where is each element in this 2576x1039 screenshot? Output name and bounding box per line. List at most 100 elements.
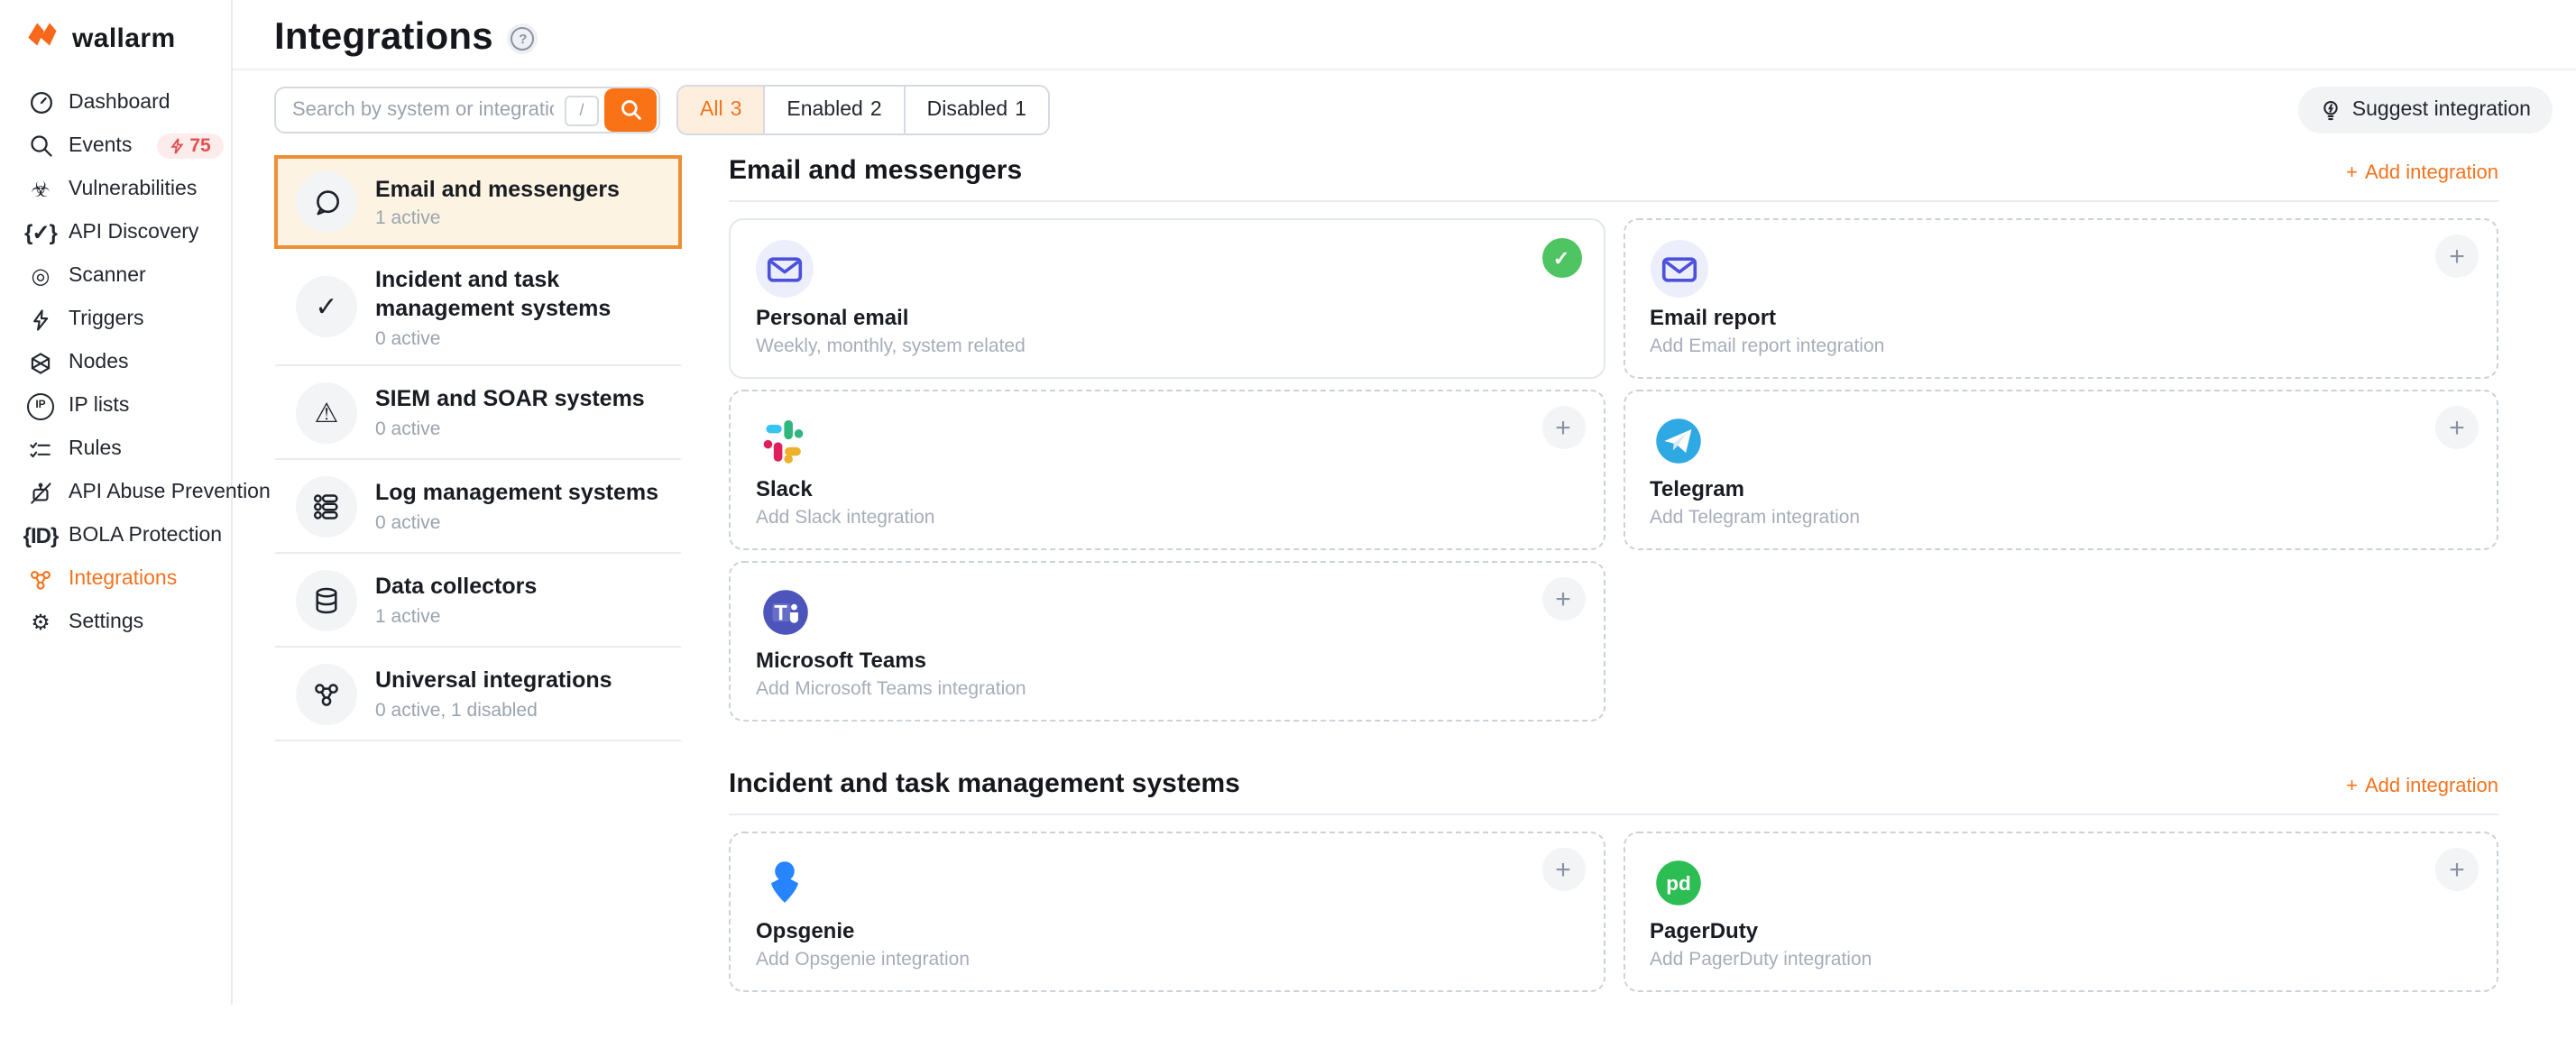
category-title: Log management systems xyxy=(375,480,658,506)
rules-checklist-icon xyxy=(27,436,54,463)
category-status: 0 active xyxy=(375,418,441,440)
category-log-management[interactable]: Log management systems 0 active xyxy=(274,459,682,553)
card-title: PagerDuty xyxy=(1650,918,1759,943)
section-divider xyxy=(729,814,2498,815)
category-siem-and-soar[interactable]: ⚠ SIEM and SOAR systems 0 active xyxy=(274,365,682,459)
sidebar-item-label: Integrations xyxy=(69,568,178,590)
sidebar-item-integrations[interactable]: Integrations xyxy=(0,557,231,601)
sidebar-item-ip-lists[interactable]: IP IP lists xyxy=(0,384,231,428)
database-icon xyxy=(296,569,357,630)
header-divider xyxy=(233,69,2576,70)
card-description: Add Microsoft Teams integration xyxy=(756,678,1026,700)
sidebar-item-label: Vulnerabilities xyxy=(69,179,198,200)
sidebar-item-events[interactable]: Events 75 xyxy=(0,124,231,168)
card-grid: + Opsgenie Add Opsgenie integration pd xyxy=(729,832,2498,992)
add-card-button[interactable]: + xyxy=(1541,406,1585,449)
add-integration-link[interactable]: + Add integration xyxy=(2346,162,2498,184)
category-title: Data collectors xyxy=(375,574,538,600)
category-status: 1 active xyxy=(375,207,441,230)
sidebar-item-label: Nodes xyxy=(69,352,129,373)
enabled-check-badge: ✓ xyxy=(1541,238,1581,278)
card-description: Add Email report integration xyxy=(1650,336,1885,357)
category-data-collectors[interactable]: Data collectors 1 active xyxy=(274,553,682,647)
add-card-button[interactable]: + xyxy=(1541,848,1585,891)
content: Email and messengers 1 active ✓ Incident… xyxy=(274,155,2553,1039)
card-opsgenie[interactable]: + Opsgenie Add Opsgenie integration xyxy=(729,832,1605,992)
dashboard-icon xyxy=(27,89,54,116)
search-input[interactable] xyxy=(276,99,565,121)
card-title: Microsoft Teams xyxy=(756,648,926,673)
bot-blocked-icon xyxy=(27,479,54,506)
card-email-report[interactable]: + Email report Add Email report integrat… xyxy=(1623,218,2498,379)
sidebar-item-api-discovery[interactable]: {✓} API Discovery xyxy=(0,211,231,254)
add-card-button[interactable]: + xyxy=(1541,577,1585,621)
sidebar-item-triggers[interactable]: Triggers xyxy=(0,298,231,341)
category-universal-integrations[interactable]: Universal integrations 0 active, 1 disab… xyxy=(274,647,682,740)
add-integration-link[interactable]: + Add integration xyxy=(2346,776,2498,797)
search-events-icon xyxy=(27,133,54,160)
card-description: Add Telegram integration xyxy=(1650,507,1861,529)
card-description: Add Slack integration xyxy=(756,507,935,529)
category-title: Incident and task management systems xyxy=(375,267,612,322)
warning-triangle-icon: ⚠ xyxy=(296,382,357,443)
sidebar-item-label: API Discovery xyxy=(69,222,199,244)
card-microsoft-teams[interactable]: T + Microsoft Teams Add Microsoft Teams … xyxy=(729,561,1605,722)
search-button[interactable] xyxy=(604,88,657,132)
suggest-integration-button[interactable]: Suggest integration xyxy=(2297,87,2553,133)
svg-text:T: T xyxy=(773,602,787,625)
events-count: 75 xyxy=(189,135,211,157)
card-telegram[interactable]: + Telegram Add Telegram integration xyxy=(1623,390,2498,550)
sidebar-item-api-abuse-prevention[interactable]: API Abuse Prevention xyxy=(0,471,271,514)
filter-tab-enabled[interactable]: Enabled 2 xyxy=(765,87,906,133)
events-count-badge: 75 xyxy=(157,133,224,159)
category-status: 0 active, 1 disabled xyxy=(375,699,538,722)
card-grid: ✓ Personal email Weekly, monthly, system… xyxy=(729,218,2498,722)
category-email-and-messengers[interactable]: Email and messengers 1 active xyxy=(274,155,682,249)
card-personal-email[interactable]: ✓ Personal email Weekly, monthly, system… xyxy=(729,218,1605,379)
sidebar-item-label: Events xyxy=(69,135,133,157)
sidebar-item-nodes[interactable]: Nodes xyxy=(0,341,231,384)
card-slack[interactable]: + Slack Add Slack integration xyxy=(729,390,1605,550)
app-root: wallarm Dashboard Events 75 ☣ Vulnerabil… xyxy=(0,0,2576,1005)
sidebar-item-scanner[interactable]: ◎ Scanner xyxy=(0,254,231,298)
add-card-button[interactable]: + xyxy=(2435,234,2479,278)
add-card-button[interactable]: + xyxy=(2435,406,2479,449)
microsoft-teams-logo: T xyxy=(756,583,814,640)
sidebar-item-dashboard[interactable]: Dashboard xyxy=(0,81,231,124)
add-card-button[interactable]: + xyxy=(2435,848,2479,891)
sidebar-item-rules[interactable]: Rules xyxy=(0,428,231,471)
section-email-and-messengers: Email and messengers + Add integration xyxy=(729,155,2498,722)
pagerduty-logo: pd xyxy=(1650,853,1707,911)
card-title: Telegram xyxy=(1650,476,1744,501)
category-status: 0 active xyxy=(375,511,441,534)
sidebar-item-bola-protection[interactable]: {ID} BOLA Protection xyxy=(0,514,231,557)
plus-icon: + xyxy=(2346,162,2358,184)
card-pagerduty[interactable]: pd + PagerDuty Add PagerDuty integration xyxy=(1623,832,2498,992)
sidebar-nav: Dashboard Events 75 ☣ Vulnerabilities {✓… xyxy=(0,81,271,644)
sidebar-item-settings[interactable]: ⚙ Settings xyxy=(0,601,231,644)
filter-tab-all[interactable]: All 3 xyxy=(678,87,766,133)
wallarm-logo[interactable]: wallarm xyxy=(0,18,231,81)
section-incident-and-task-management: Incident and task management systems + A… xyxy=(729,768,2498,992)
sidebar-item-label: IP lists xyxy=(69,395,130,417)
ip-lists-icon: IP xyxy=(27,392,54,419)
webhook-icon xyxy=(27,565,54,593)
card-description: Add PagerDuty integration xyxy=(1650,949,1872,970)
sidebar-item-label: Rules xyxy=(69,438,122,460)
category-incident-and-task-management[interactable]: ✓ Incident and task management systems 0… xyxy=(274,249,682,365)
opsgenie-logo xyxy=(756,853,814,911)
bola-id-icon: {ID} xyxy=(23,523,60,548)
envelope-icon xyxy=(756,240,814,298)
card-title: Opsgenie xyxy=(756,918,855,943)
section-title: Incident and task management systems xyxy=(729,768,1240,799)
card-title: Slack xyxy=(756,476,813,501)
envelope-icon xyxy=(1650,240,1707,298)
chat-bubble-icon xyxy=(296,171,357,233)
sidebar-item-vulnerabilities[interactable]: ☣ Vulnerabilities xyxy=(0,168,231,211)
slash-shortcut-badge: / xyxy=(565,95,599,125)
sidebar-item-label: Scanner xyxy=(69,265,146,287)
lightning-icon xyxy=(170,138,184,154)
filter-tab-disabled[interactable]: Disabled 1 xyxy=(905,87,1048,133)
help-icon[interactable]: ? xyxy=(507,23,538,53)
